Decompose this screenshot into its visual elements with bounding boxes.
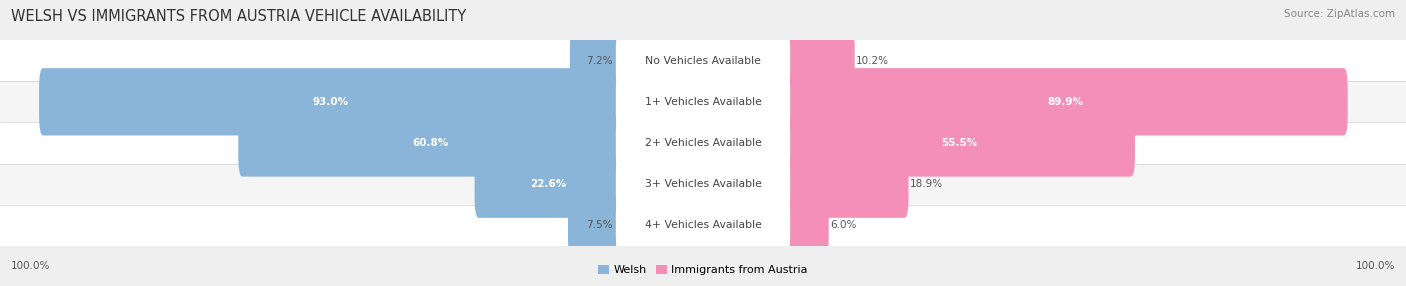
Text: 55.5%: 55.5% (941, 138, 977, 148)
Text: 1+ Vehicles Available: 1+ Vehicles Available (644, 97, 762, 107)
Bar (0, 122, 1406, 164)
Bar (0, 40, 1406, 81)
FancyBboxPatch shape (239, 110, 621, 176)
FancyBboxPatch shape (785, 151, 908, 217)
FancyBboxPatch shape (569, 192, 621, 258)
Text: 7.5%: 7.5% (586, 221, 613, 230)
Text: 10.2%: 10.2% (856, 56, 889, 65)
FancyBboxPatch shape (39, 69, 621, 135)
FancyBboxPatch shape (616, 75, 790, 129)
FancyBboxPatch shape (616, 198, 790, 253)
FancyBboxPatch shape (571, 28, 621, 94)
Bar (0, 81, 1406, 122)
Text: 2+ Vehicles Available: 2+ Vehicles Available (644, 138, 762, 148)
Bar (0, 205, 1406, 246)
Text: No Vehicles Available: No Vehicles Available (645, 56, 761, 65)
FancyBboxPatch shape (785, 192, 828, 258)
Text: 6.0%: 6.0% (830, 221, 856, 230)
Text: 89.9%: 89.9% (1047, 97, 1084, 107)
FancyBboxPatch shape (785, 110, 1135, 176)
FancyBboxPatch shape (616, 116, 790, 170)
Text: 18.9%: 18.9% (910, 179, 943, 189)
Text: 22.6%: 22.6% (530, 179, 567, 189)
FancyBboxPatch shape (616, 33, 790, 88)
Legend: Welsh, Immigrants from Austria: Welsh, Immigrants from Austria (596, 263, 810, 278)
FancyBboxPatch shape (616, 157, 790, 211)
Bar (0, 164, 1406, 205)
FancyBboxPatch shape (475, 151, 621, 217)
Text: 60.8%: 60.8% (412, 138, 449, 148)
Text: 4+ Vehicles Available: 4+ Vehicles Available (644, 221, 762, 230)
Text: WELSH VS IMMIGRANTS FROM AUSTRIA VEHICLE AVAILABILITY: WELSH VS IMMIGRANTS FROM AUSTRIA VEHICLE… (11, 9, 467, 23)
Text: 7.2%: 7.2% (586, 56, 613, 65)
FancyBboxPatch shape (785, 28, 853, 94)
Text: 100.0%: 100.0% (1355, 261, 1395, 271)
Text: Source: ZipAtlas.com: Source: ZipAtlas.com (1284, 9, 1395, 19)
Text: 100.0%: 100.0% (11, 261, 51, 271)
Text: 93.0%: 93.0% (314, 97, 349, 107)
FancyBboxPatch shape (785, 69, 1347, 135)
Text: 3+ Vehicles Available: 3+ Vehicles Available (644, 179, 762, 189)
